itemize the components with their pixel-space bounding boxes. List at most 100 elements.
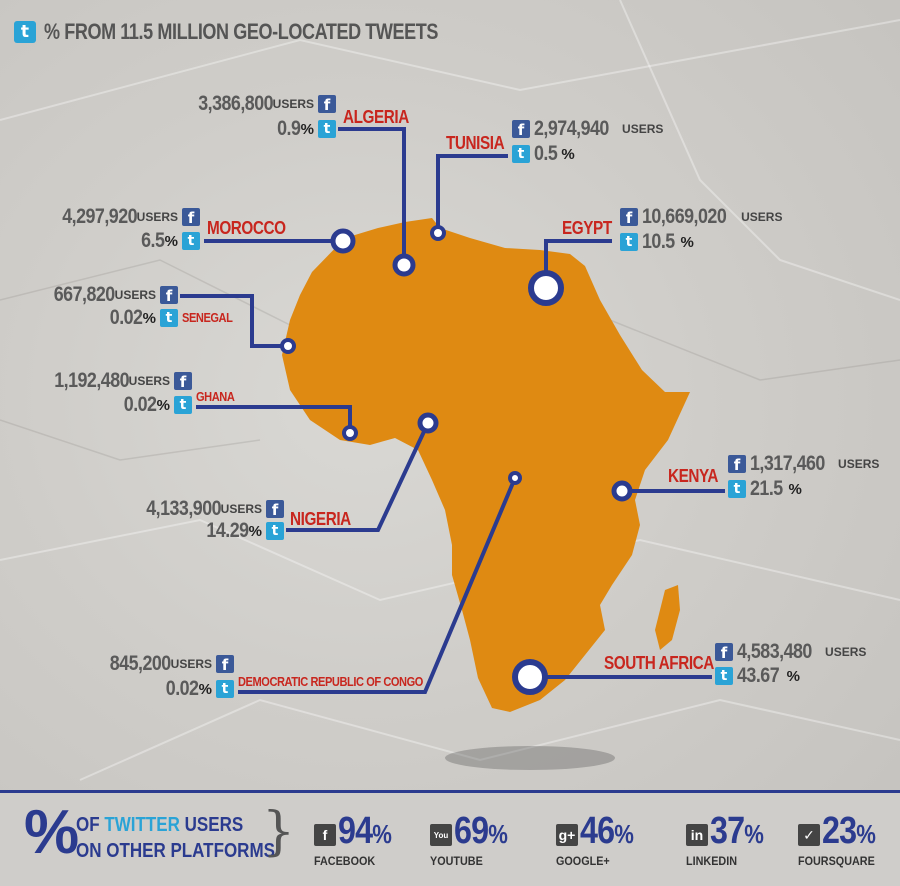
facebook-icon: f	[314, 824, 336, 846]
line-senegal	[180, 294, 288, 348]
egypt-percent: 10.5	[642, 230, 675, 253]
youtube-icon: You	[430, 824, 452, 846]
platform-youtube: You 69% YOUTUBE	[430, 812, 540, 868]
marker-algeria	[392, 253, 416, 277]
algeria-percent: 0.9	[277, 117, 301, 140]
percent-sign: %	[614, 819, 634, 849]
footer-users: USERS	[179, 814, 244, 836]
twitter-icon: t	[14, 21, 36, 43]
twitter-icon: t	[216, 680, 234, 698]
country-morocco: MOROCCO	[207, 218, 286, 238]
country-drc: DEMOCRATIC REPUBLIC OF CONGO	[238, 674, 423, 689]
marker-ghana	[342, 425, 358, 441]
facebook-icon: f	[266, 500, 284, 518]
twitter-icon: t	[174, 396, 192, 414]
footer-twitter: TWITTER	[104, 814, 180, 836]
platform-name: GOOGLE+	[556, 854, 610, 868]
tunisia-pct: t 0.5 %	[512, 142, 575, 166]
users-label: USERS	[741, 210, 783, 224]
marker-tunisia	[430, 225, 446, 241]
egypt-users: f 10,669,020 USERS	[620, 205, 782, 229]
south-africa-users: f 4,583,480 USERS	[715, 640, 866, 664]
platform-google-plus: g+ 46% GOOGLE+	[556, 812, 666, 868]
drc-pct: 0.02 % t	[120, 677, 234, 701]
marker-south-africa	[512, 659, 548, 695]
connector-lines	[180, 127, 725, 694]
brace-icon: }	[262, 802, 296, 862]
users-label: USERS	[825, 645, 867, 659]
percent-sign: %	[248, 522, 262, 540]
marker-drc	[508, 471, 522, 485]
line-drc	[238, 477, 517, 694]
percent-sign: %	[744, 819, 764, 849]
percent-sign: %	[372, 819, 392, 849]
kenya-user-count: 1,317,460	[750, 452, 825, 475]
percent-sign: %	[561, 145, 575, 163]
twitter-icon: t	[182, 232, 200, 250]
tunisia-percent: 0.5	[534, 142, 558, 165]
percent-sign: %	[788, 480, 802, 498]
users-label: USERS	[622, 122, 664, 136]
big-percent-sign: %	[24, 798, 80, 867]
platform-facebook: f 94% FACEBOOK	[314, 812, 424, 868]
kenya-pct: t 21.5 %	[728, 477, 802, 501]
percent-sign: %	[488, 819, 508, 849]
marker-kenya	[611, 480, 633, 502]
facebook-icon: f	[216, 655, 234, 673]
users-label: USERS	[114, 288, 156, 302]
footer-of: OF	[76, 814, 105, 836]
senegal-user-count: 667,820	[53, 283, 115, 306]
location-markers	[280, 225, 633, 695]
footer-heading-line2: ON OTHER PLATFORMS	[76, 840, 275, 862]
facebook-icon: f	[318, 95, 336, 113]
south-africa-percent: 43.67	[737, 664, 780, 687]
platform-value: 37%	[710, 810, 764, 852]
marker-morocco	[330, 228, 356, 254]
marker-nigeria	[417, 412, 439, 434]
twitter-icon: t	[620, 233, 638, 251]
facebook-icon: f	[174, 372, 192, 390]
africa-map	[180, 127, 725, 770]
morocco-users: 4,297,920 USERS f	[30, 205, 200, 229]
drc-percent: 0.02	[165, 677, 199, 700]
twitter-icon: t	[160, 309, 178, 327]
youtube-value: 69	[454, 810, 489, 852]
country-ghana: GHANA	[196, 389, 235, 404]
platform-name: FACEBOOK	[314, 854, 376, 868]
facebook-value: 94	[338, 810, 373, 852]
algeria-users: 3,386,800 USERS f	[150, 92, 336, 116]
nigeria-percent: 14.29	[206, 519, 250, 542]
users-label: USERS	[220, 502, 262, 516]
line-algeria	[338, 127, 406, 265]
header: t % FROM 11.5 MILLION GEO-LOCATED TWEETS	[14, 18, 525, 46]
platform-value: 46%	[580, 812, 634, 850]
percent-sign: %	[198, 680, 212, 698]
morocco-user-count: 4,297,920	[61, 205, 137, 228]
country-nigeria: NIGERIA	[290, 509, 351, 529]
tunisia-user-count: 2,974,940	[534, 117, 609, 140]
percent-sign: %	[156, 396, 170, 414]
ghana-user-count: 1,192,480	[53, 369, 129, 392]
percent-sign: %	[142, 309, 156, 327]
nigeria-pct: 14.29 % t	[180, 519, 284, 543]
twitter-icon: t	[266, 522, 284, 540]
africa-continent	[282, 218, 690, 712]
footer-divider	[0, 790, 900, 793]
linkedin-value: 37	[710, 810, 745, 852]
facebook-icon: f	[160, 286, 178, 304]
nigeria-users: 4,133,900 USERS f	[110, 497, 284, 521]
line-nigeria	[286, 422, 430, 532]
percent-sign: %	[300, 120, 314, 138]
marker-egypt	[528, 270, 564, 306]
morocco-pct: 6.5 % t	[100, 229, 200, 253]
footer-heading-line1: OF TWITTER USERS	[76, 814, 243, 837]
algeria-pct: 0.9 % t	[200, 117, 336, 141]
country-kenya: KENYA	[668, 466, 719, 486]
users-label: USERS	[136, 210, 178, 224]
percent-sign: %	[786, 667, 800, 685]
platform-value: 69%	[454, 810, 508, 852]
egypt-user-count: 10,669,020	[642, 205, 727, 228]
facebook-icon: f	[715, 643, 733, 661]
linkedin-icon: in	[686, 824, 708, 846]
platform-name: FOURSQUARE	[798, 854, 875, 868]
